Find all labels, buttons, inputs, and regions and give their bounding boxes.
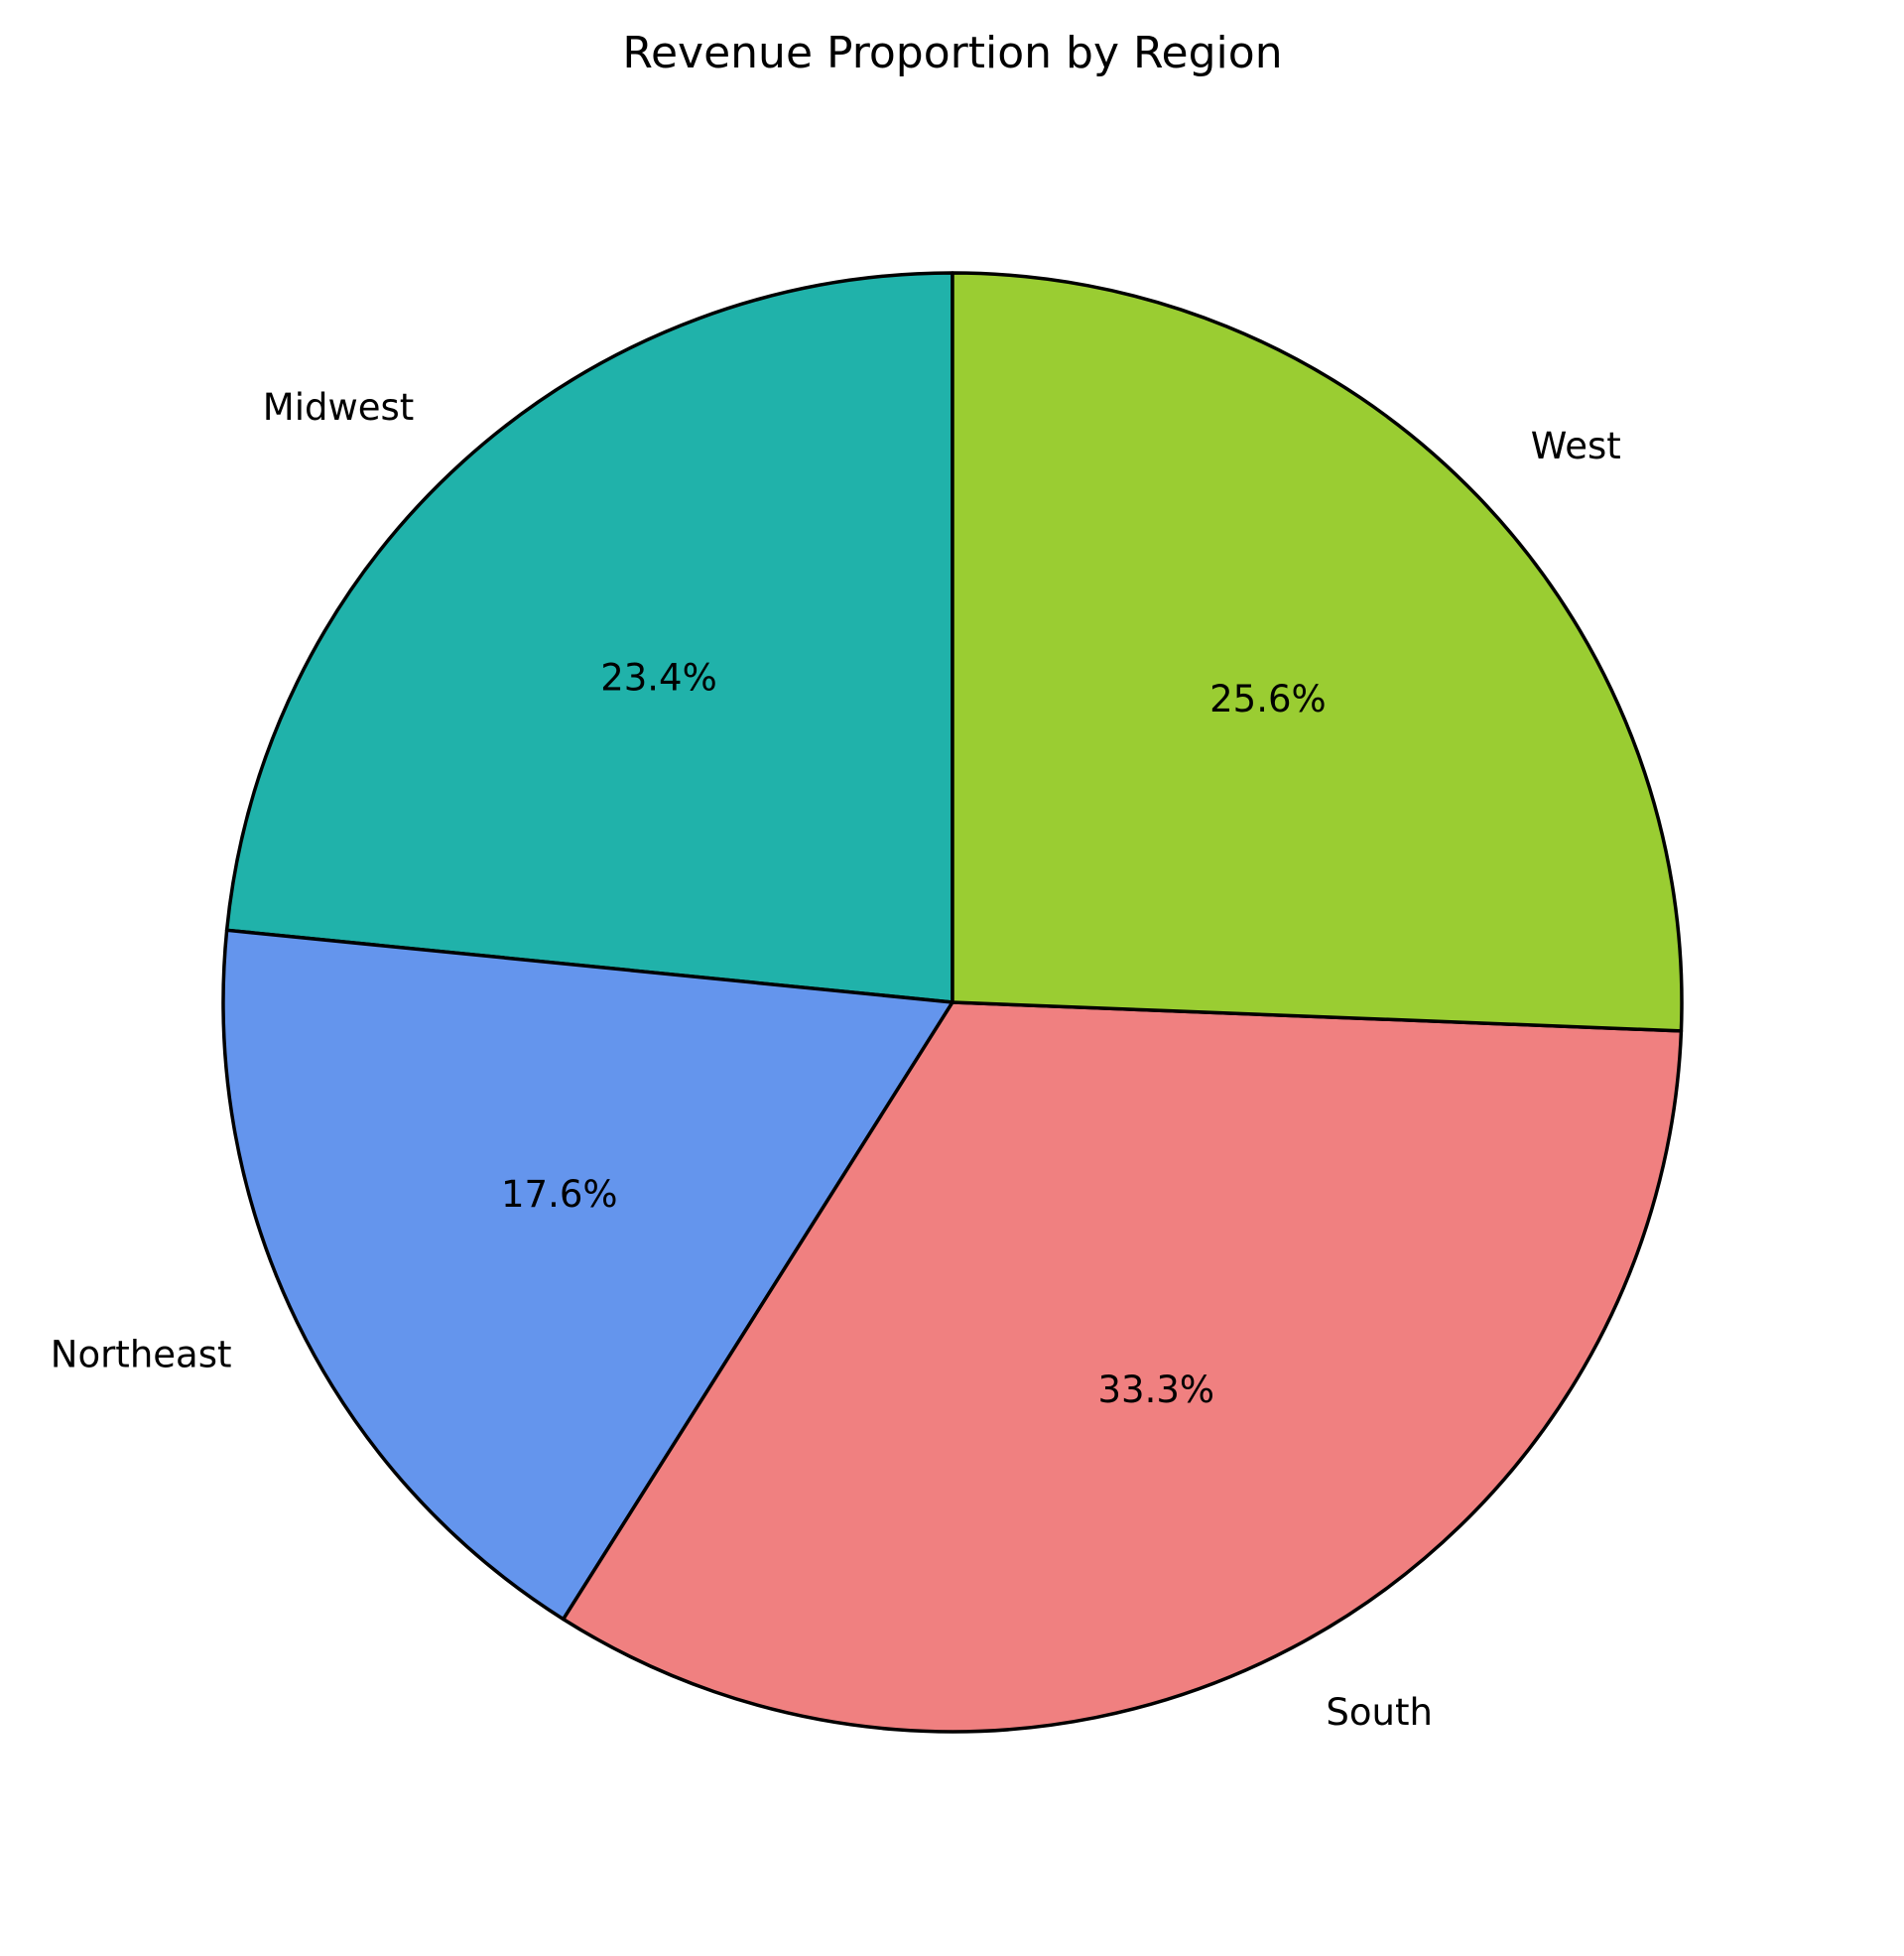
pie-slice-northeast [221,928,954,1622]
pie-labels: 23.4% Midwest 17.6% Northeast 33.3% South 25.6… [51,386,1621,1734]
pct-label-south: 33.3% [1098,1369,1215,1411]
pie-slice-west [951,271,1684,1033]
slice-label-midwest: Midwest [263,386,415,429]
pct-label-midwest: 23.4% [600,657,717,700]
pie-slice-midwest [224,271,954,1004]
pie-slice-south [562,1000,1684,1734]
slice-label-northeast: Northeast [51,1333,232,1375]
pct-label-west: 25.6% [1209,678,1327,720]
slice-label-south: South [1326,1691,1433,1734]
pie-slices [221,271,1684,1734]
slice-label-west: West [1531,425,1621,467]
pct-label-northeast: 17.6% [501,1173,618,1216]
chart-title: Revenue Proportion by Region [622,28,1282,78]
